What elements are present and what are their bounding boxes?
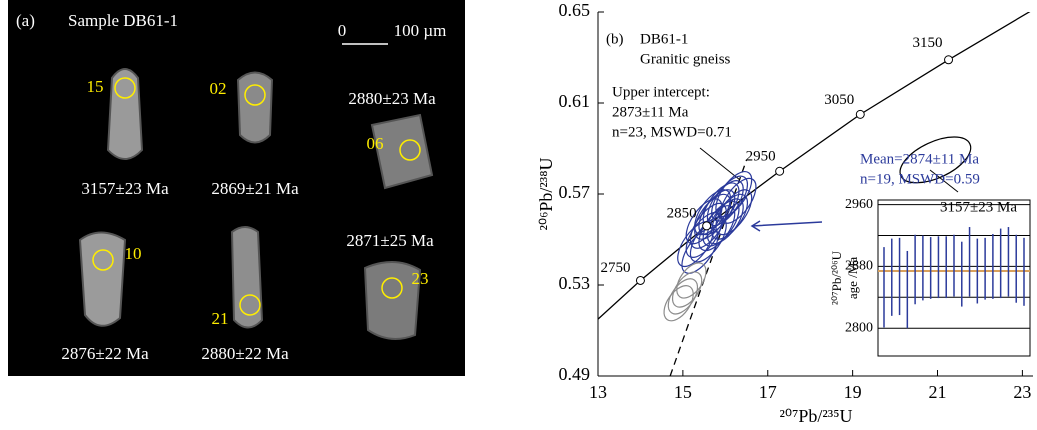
intercept-label: 2873±11 Ma bbox=[612, 104, 689, 120]
intercept-label: n=23, MSWD=0.71 bbox=[612, 124, 732, 140]
spot-circle bbox=[381, 277, 403, 299]
age-label: 3157±23 Ma bbox=[81, 179, 169, 198]
y-axis-label: ²⁰⁶Pb/²³⁸U bbox=[536, 158, 556, 231]
old-age-label: 3157±23 Ma bbox=[940, 199, 1017, 215]
error-ellipse bbox=[711, 193, 749, 240]
spot-circle bbox=[399, 139, 421, 161]
y-tick-label: 2960 bbox=[845, 197, 873, 212]
age-marker-label: 3150 bbox=[913, 35, 943, 51]
x-tick-label: 21 bbox=[929, 382, 947, 402]
discordia-line bbox=[669, 159, 748, 376]
spot-label: 21 bbox=[212, 309, 229, 328]
spot-label: 10 bbox=[125, 244, 142, 263]
spot-label: 02 bbox=[210, 79, 227, 98]
error-ellipse bbox=[685, 198, 723, 245]
age-marker bbox=[775, 166, 785, 176]
age-marker bbox=[944, 55, 954, 65]
error-ellipse bbox=[676, 262, 707, 299]
y-axis-label: ²⁰⁷Pb/²⁰⁶U bbox=[829, 250, 844, 305]
spot-label: 15 bbox=[87, 77, 104, 96]
spot-circle bbox=[114, 77, 136, 99]
age-label: 2876±22 Ma bbox=[61, 344, 149, 363]
mean-label: n=19, MSWD=0.59 bbox=[860, 171, 980, 187]
x-tick-label: 15 bbox=[674, 382, 692, 402]
spot-circle bbox=[92, 249, 114, 271]
spot-label: 23 bbox=[412, 269, 429, 288]
age-marker-label: 2950 bbox=[746, 149, 776, 165]
x-tick-label: 13 bbox=[589, 382, 607, 402]
error-ellipse bbox=[681, 227, 719, 274]
y-tick-label: 2800 bbox=[845, 320, 873, 335]
age-marker-label: 3050 bbox=[824, 92, 854, 108]
inset-background bbox=[822, 195, 1033, 358]
inset-arrow bbox=[750, 220, 823, 232]
error-ellipse bbox=[899, 136, 972, 184]
scale-label: 0 bbox=[338, 21, 347, 40]
spot-circle bbox=[244, 84, 266, 106]
y-tick-label: 0.61 bbox=[559, 91, 591, 111]
leader-line bbox=[699, 147, 741, 181]
error-ellipse bbox=[663, 285, 694, 322]
x-tick-label: 23 bbox=[1013, 382, 1031, 402]
age-label: 2880±22 Ma bbox=[201, 344, 289, 363]
sample-label: Sample DB61-1 bbox=[68, 11, 178, 30]
spot-label: 06 bbox=[367, 134, 384, 153]
x-axis-label: ²⁰⁷Pb/²³⁵U bbox=[780, 406, 853, 426]
age-marker bbox=[702, 221, 712, 231]
panel-label: (a) bbox=[16, 11, 35, 30]
mean-label: Mean=2874±11 Ma bbox=[860, 151, 979, 167]
error-ellipse bbox=[719, 177, 757, 224]
error-ellipse bbox=[667, 278, 699, 315]
zircon-grains bbox=[78, 68, 434, 340]
sample-label: DB61-1 bbox=[640, 31, 688, 47]
age-label: 2880±23 Ma bbox=[348, 89, 436, 108]
spot-circle bbox=[239, 294, 261, 316]
inset-frame bbox=[877, 199, 1031, 357]
panel-label: (b) bbox=[606, 31, 624, 47]
x-tick-label: 17 bbox=[759, 382, 777, 402]
age-label: 2869±21 Ma bbox=[211, 179, 299, 198]
rock-label: Granitic gneiss bbox=[640, 51, 731, 67]
intercept-label: Upper intercept: bbox=[612, 84, 710, 100]
age-marker bbox=[635, 275, 645, 285]
age-marker-label: 2850 bbox=[667, 205, 697, 221]
age-marker-label: 2750 bbox=[600, 260, 630, 276]
y-tick-label: 2880 bbox=[845, 259, 873, 274]
age-marker bbox=[855, 109, 865, 119]
y-axis-label: age /Ma bbox=[845, 257, 860, 299]
error-ellipse bbox=[702, 200, 740, 247]
y-tick-label: 0.49 bbox=[559, 364, 591, 384]
age-label: 2871±25 Ma bbox=[346, 231, 434, 250]
y-tick-label: 0.57 bbox=[559, 182, 591, 202]
x-tick-label: 19 bbox=[844, 382, 862, 402]
leader-line bbox=[929, 169, 959, 193]
y-tick-label: 0.53 bbox=[559, 273, 591, 293]
y-tick-label: 0.65 bbox=[559, 0, 591, 20]
scale-label: 100 µm bbox=[394, 21, 447, 40]
